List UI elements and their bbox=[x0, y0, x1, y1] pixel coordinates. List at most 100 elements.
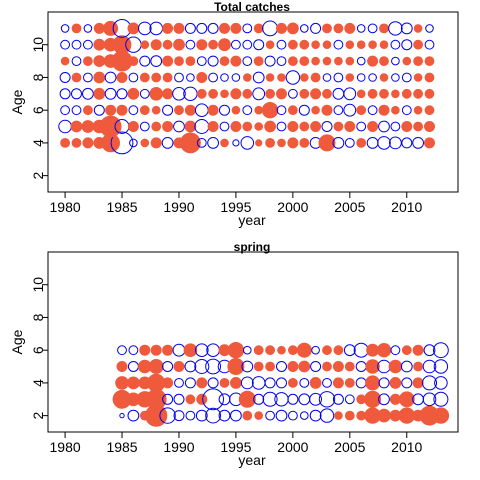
bubble-positive bbox=[196, 72, 208, 83]
bubble-positive bbox=[140, 40, 150, 50]
bubble-negative bbox=[173, 393, 185, 405]
bubble-negative bbox=[185, 39, 196, 50]
bubble-positive bbox=[391, 105, 400, 115]
x-tick-label: 1990 bbox=[163, 439, 194, 455]
x-tick-label: 2000 bbox=[277, 199, 308, 215]
bubble-positive bbox=[299, 88, 310, 99]
bubble-positive bbox=[196, 88, 207, 99]
bubble-negative bbox=[71, 88, 82, 100]
bubble-negative bbox=[206, 343, 220, 358]
bubble-negative bbox=[207, 137, 220, 149]
bubble-negative bbox=[185, 410, 196, 421]
bubble-negative bbox=[240, 136, 255, 150]
bubble-positive bbox=[432, 407, 450, 424]
bubble-positive bbox=[345, 56, 355, 66]
bubble-positive bbox=[277, 345, 286, 355]
bubble-negative bbox=[356, 73, 366, 82]
bubble-positive bbox=[333, 345, 344, 356]
y-tick-label: 8 bbox=[30, 313, 46, 321]
bubble-positive bbox=[424, 72, 435, 83]
bubble-positive bbox=[60, 138, 70, 148]
bubble-negative bbox=[218, 409, 231, 422]
bubble-positive bbox=[150, 344, 162, 356]
bubble-positive bbox=[356, 105, 367, 116]
bubble-negative bbox=[422, 359, 437, 374]
bubble-positive bbox=[148, 359, 164, 374]
bubble-positive bbox=[116, 72, 128, 83]
bubble-positive bbox=[99, 115, 122, 138]
bubble-negative bbox=[343, 103, 357, 117]
bubble-negative bbox=[184, 377, 196, 389]
bubble-positive bbox=[344, 121, 356, 132]
bubble-positive bbox=[70, 120, 83, 133]
bubble-negative bbox=[423, 344, 436, 357]
bubble-negative bbox=[300, 411, 309, 420]
bubble-negative bbox=[368, 73, 377, 82]
bubble-positive bbox=[379, 23, 389, 34]
bubble-negative bbox=[355, 361, 367, 372]
bubble-positive bbox=[184, 120, 197, 133]
bubble-negative bbox=[110, 131, 134, 155]
bubble-positive bbox=[287, 137, 299, 149]
bubble-negative bbox=[128, 105, 139, 116]
x-axis: 1980 1985 1990 1995 2000 2005 2010 bbox=[50, 431, 423, 455]
bubble-negative bbox=[401, 377, 413, 389]
bubble-positive bbox=[322, 345, 332, 356]
bubble-positive bbox=[276, 88, 287, 100]
bubble-negative bbox=[139, 88, 150, 99]
bubble-positive bbox=[413, 361, 424, 372]
bubble-negative bbox=[71, 39, 82, 50]
bubble-positive bbox=[379, 40, 389, 50]
bubble-negative bbox=[60, 105, 70, 116]
bubble-positive bbox=[219, 22, 230, 34]
x-tick-label: 2005 bbox=[334, 199, 365, 215]
bubble-positive bbox=[230, 377, 242, 389]
bubble-positive bbox=[145, 388, 167, 410]
bubble-positive bbox=[230, 55, 242, 67]
bubble-positive bbox=[398, 391, 415, 408]
bubble-negative bbox=[218, 393, 231, 406]
bubble-positive bbox=[413, 121, 424, 132]
bubble-positive bbox=[412, 344, 424, 356]
bubble-positive bbox=[299, 121, 310, 132]
bubble-negative bbox=[172, 343, 186, 357]
bubble-negative bbox=[265, 410, 276, 421]
bubble-negative bbox=[58, 119, 72, 134]
bubble-positive bbox=[227, 342, 245, 359]
bubble-positive bbox=[288, 105, 298, 116]
x-tick-label: 2000 bbox=[277, 439, 308, 455]
bubble-negative bbox=[138, 21, 152, 36]
bubble-negative bbox=[262, 391, 278, 407]
bubble-positive bbox=[207, 104, 219, 116]
y-axis-label: Age bbox=[9, 89, 25, 114]
bubble-negative bbox=[276, 56, 287, 66]
bubble-negative bbox=[276, 377, 287, 389]
bubble-negative bbox=[116, 88, 128, 100]
bubble-negative bbox=[298, 104, 310, 116]
x-tick-label: 1995 bbox=[220, 439, 251, 455]
bubble-negative bbox=[150, 55, 163, 67]
bubble-positive bbox=[173, 361, 185, 372]
x-tick-label: 1990 bbox=[163, 199, 194, 215]
bubble-negative bbox=[288, 410, 298, 421]
bubble-negative bbox=[400, 360, 413, 373]
bubble-positive bbox=[365, 359, 380, 374]
bubble-positive bbox=[83, 105, 93, 116]
bubble-positive bbox=[150, 137, 162, 149]
bubble-positive bbox=[162, 72, 173, 83]
y-tick-label: 6 bbox=[30, 106, 46, 114]
bubble-positive bbox=[333, 121, 344, 132]
bubble-negative bbox=[310, 22, 322, 34]
bubble-positive bbox=[345, 73, 355, 82]
bubble-negative bbox=[129, 138, 138, 148]
bubble-positive bbox=[367, 55, 379, 67]
bubble-positive bbox=[71, 72, 82, 83]
bubble-positive bbox=[185, 394, 196, 405]
bubble-positive bbox=[322, 23, 332, 34]
bubble-positive bbox=[378, 104, 390, 116]
bubble-negative bbox=[205, 407, 222, 424]
bubble-positive bbox=[255, 139, 263, 147]
bubble-positive bbox=[288, 345, 298, 356]
bubble-positive bbox=[356, 89, 366, 99]
x-axis-label: year bbox=[238, 212, 266, 228]
